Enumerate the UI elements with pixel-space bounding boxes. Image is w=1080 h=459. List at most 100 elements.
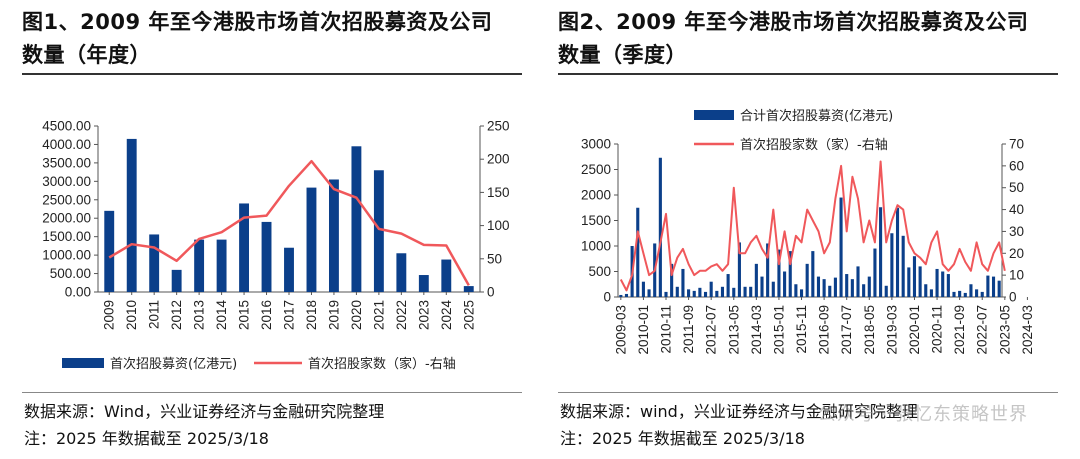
- bar: [901, 235, 905, 297]
- x-tick-label: 2015: [237, 300, 252, 330]
- bar: [216, 239, 227, 292]
- right-tick-label: 50: [1009, 180, 1024, 195]
- x-tick-label: 2020-11: [930, 305, 945, 354]
- right-tick-label: 20: [1009, 246, 1024, 261]
- figure-1-title-line2: 数量（年度）: [22, 43, 151, 67]
- legend-bar-swatch: [694, 110, 734, 120]
- bar: [681, 268, 685, 297]
- x-tick-label: 2015-11: [794, 305, 809, 354]
- x-tick-label: 2019-03: [884, 305, 899, 355]
- x-tick-label: 2017: [282, 300, 297, 330]
- bar: [963, 292, 967, 297]
- bar: [766, 243, 770, 297]
- bar: [619, 294, 623, 297]
- x-tick-label: 2013: [192, 300, 207, 330]
- x-tick-label: 2009-03: [613, 305, 628, 355]
- left-tick-label: 2000.00: [42, 211, 91, 226]
- bar: [918, 266, 922, 297]
- figure-1-note-line: 注：2025 年数据截至 2025/3/18: [24, 429, 269, 448]
- bar: [760, 276, 764, 297]
- bar: [720, 286, 725, 297]
- bar: [641, 281, 645, 297]
- figure-2-source-rule: [558, 392, 1058, 393]
- bar: [929, 289, 933, 297]
- figure-1-title-rule: [22, 73, 522, 75]
- bar: [104, 210, 115, 292]
- bar: [743, 286, 747, 297]
- bar: [935, 268, 939, 297]
- bar: [771, 281, 775, 297]
- bar: [986, 275, 990, 297]
- bar: [306, 187, 317, 292]
- bar: [833, 277, 837, 297]
- left-tick-label: 2500: [581, 162, 611, 177]
- left-tick-label: 3000.00: [42, 174, 91, 189]
- figure-2-title-rule: [558, 73, 1058, 75]
- left-tick-label: 500: [588, 264, 611, 279]
- bar: [822, 279, 826, 297]
- legend-line-label: 首次招股家数（家）-右轴: [740, 137, 888, 153]
- count-line: [619, 160, 1006, 292]
- bar: [862, 284, 866, 297]
- bar: [879, 207, 883, 297]
- right-tick-label: 10: [1009, 268, 1024, 283]
- bar: [737, 242, 741, 297]
- bar: [907, 267, 911, 297]
- bar: [418, 275, 429, 292]
- figure-2-title-line1: 图2、2009 年至今港股市场首次招股募资及公司: [558, 10, 1029, 34]
- figure-2-plot-background: [558, 84, 1058, 384]
- x-tick-label: 2014: [214, 300, 229, 331]
- bar: [867, 276, 871, 297]
- bar: [463, 286, 474, 292]
- bar: [799, 289, 804, 297]
- bar: [647, 289, 651, 297]
- x-tick-label: 2016-09: [817, 305, 832, 355]
- left-tick-label: 1500: [581, 213, 611, 228]
- count-line: [108, 159, 470, 287]
- left-tick-label: 2000: [581, 188, 611, 203]
- bar: [997, 280, 1001, 297]
- right-tick-label: 0: [487, 285, 495, 300]
- left-tick-label: 1000.00: [42, 248, 91, 263]
- x-tick-label: 2023-05: [997, 305, 1012, 355]
- bar: [884, 285, 888, 297]
- x-tick-label: 2017-07: [839, 305, 854, 355]
- bar: [941, 271, 945, 297]
- x-tick-label: 2011-09: [681, 305, 696, 354]
- legend-line-label: 首次招股家数（家）-右轴: [308, 356, 456, 372]
- bar: [811, 251, 815, 297]
- bar: [788, 251, 792, 297]
- bar: [749, 286, 753, 297]
- bar: [149, 234, 160, 292]
- bar: [890, 233, 894, 297]
- bar: [658, 157, 662, 297]
- bar: [351, 146, 362, 292]
- x-tick-label: 2009: [102, 300, 117, 330]
- bar: [698, 287, 702, 297]
- bar: [794, 284, 798, 297]
- bar: [171, 269, 182, 292]
- x-tick-label: 2014-03: [749, 305, 764, 355]
- x-tick-label: 2010: [124, 300, 139, 330]
- x-tick-label: 2025: [461, 300, 476, 330]
- figure-1-source-rule: [22, 392, 522, 393]
- right-tick-label: 40: [1009, 202, 1024, 217]
- x-tick-label: 2021: [371, 300, 386, 330]
- x-tick-label: 2024: [439, 300, 454, 331]
- bar: [828, 285, 832, 297]
- right-tick-label: 100: [487, 218, 510, 233]
- bar: [687, 289, 691, 297]
- figure-1-source-line: 数据来源：Wind，兴业证券经济与金融研究院整理: [24, 402, 385, 421]
- legend-bar-label: 首次招股募资(亿港元): [110, 356, 237, 372]
- figure-2-note-line: 注：2025 年数据截至 2025/3/18: [560, 429, 805, 448]
- x-tick-label: 2019: [326, 300, 341, 330]
- bar: [980, 291, 984, 297]
- x-tick-label: 2018-05: [862, 305, 877, 355]
- bar: [839, 197, 843, 297]
- x-tick-label: 2020: [349, 300, 364, 330]
- bar: [816, 276, 821, 297]
- bar: [692, 290, 696, 297]
- bar: [715, 290, 719, 297]
- left-tick-label: 1500.00: [42, 229, 91, 244]
- x-tick-label: 2013-05: [726, 305, 741, 355]
